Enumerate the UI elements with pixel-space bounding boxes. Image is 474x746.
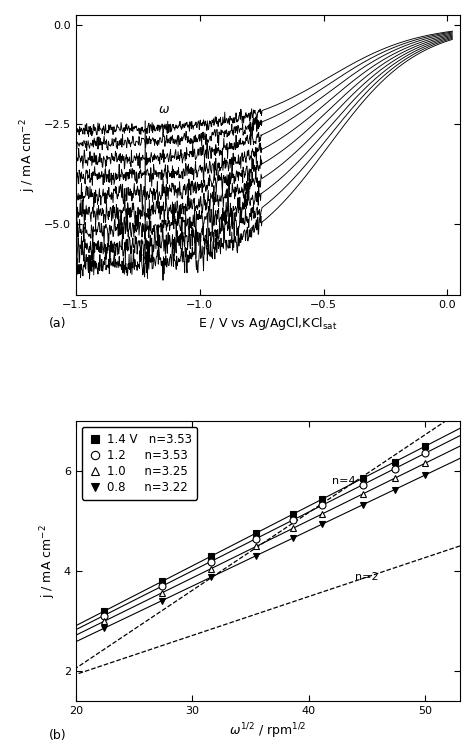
Y-axis label: j / mA cm$^{-2}$: j / mA cm$^{-2}$ — [18, 118, 38, 192]
X-axis label: E / V vs Ag/AgCl,KCl$_\mathrm{sat}$: E / V vs Ag/AgCl,KCl$_\mathrm{sat}$ — [198, 316, 337, 333]
Text: n=2: n=2 — [355, 572, 379, 582]
Text: $\omega$: $\omega$ — [157, 103, 170, 116]
Text: (b): (b) — [49, 730, 66, 742]
Text: n=4: n=4 — [332, 476, 356, 486]
Text: (a): (a) — [49, 318, 66, 330]
Y-axis label: j / mA cm$^{-2}$: j / mA cm$^{-2}$ — [39, 524, 58, 598]
X-axis label: $\omega^{1/2}$ / rpm$^{1/2}$: $\omega^{1/2}$ / rpm$^{1/2}$ — [229, 721, 307, 742]
Legend: 1.4 V   n=3.53, 1.2     n=3.53, 1.0     n=3.25, 0.8     n=3.22: 1.4 V n=3.53, 1.2 n=3.53, 1.0 n=3.25, 0.… — [82, 427, 198, 500]
